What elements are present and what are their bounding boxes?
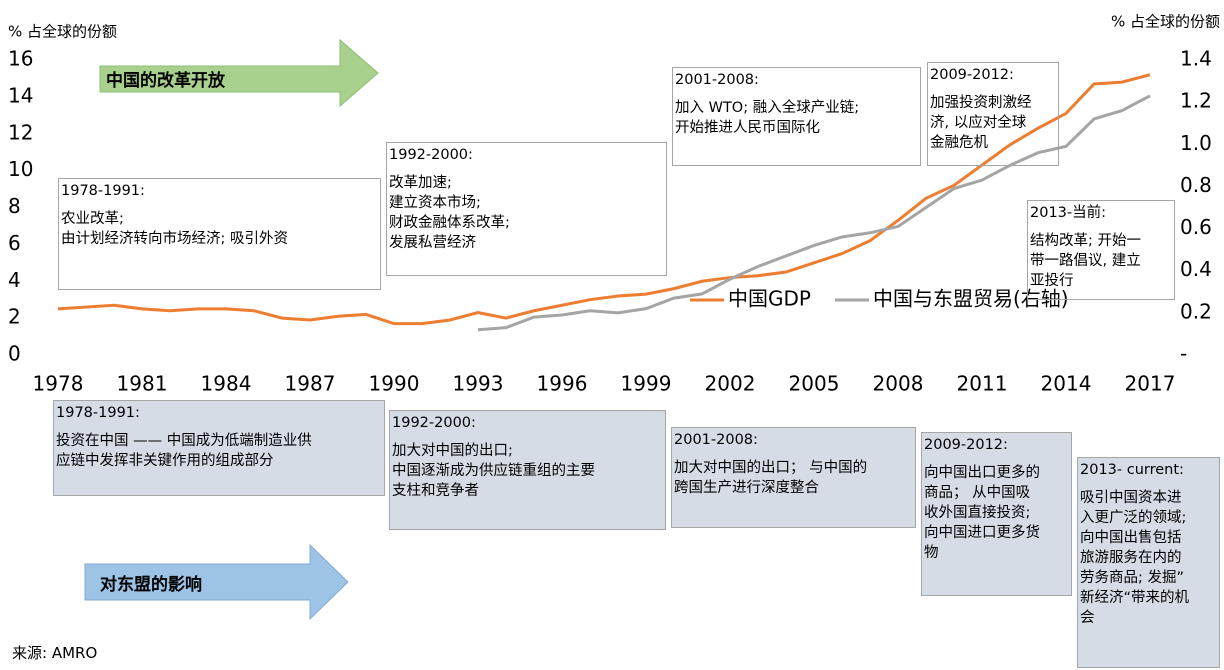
box-text: 财政金融体系改革; [389, 215, 510, 231]
box-text: 济, 以应对全球 [930, 115, 1027, 131]
box-text: 建立资本市场; [389, 195, 481, 211]
x-tick-label: 1990 [369, 372, 420, 396]
box-text: 收外国直接投资; [924, 505, 1031, 521]
box-text: 物 [924, 545, 939, 561]
box-text: 改革加速; [389, 175, 452, 191]
box-text: 向中国出售包括 [1080, 530, 1182, 546]
y2-tick-label: 0.8 [1180, 173, 1212, 197]
box-text: 农业改革; [61, 211, 124, 227]
box-title: 2013-当前: [1030, 205, 1107, 221]
box-text: 金融危机 [930, 135, 988, 151]
x-tick-label: 2017 [1125, 372, 1176, 396]
y2-tick-label: 1.2 [1180, 89, 1212, 113]
reform-box: 1978-1991: 农业改革; 由计划经济转向市场经济; 吸引外资 [58, 178, 381, 290]
x-tick-label: 2011 [957, 372, 1008, 396]
y2-tick-label: 1.4 [1180, 47, 1212, 71]
y2-tick-label: 0.6 [1180, 215, 1212, 239]
source: 来源: AMRO [12, 644, 98, 662]
box-title: 2009-2012: [924, 437, 1008, 453]
box-text: 加入 WTO; 融入全球产业链; [675, 100, 860, 116]
y-tick-label: 8 [8, 194, 21, 218]
box-text: 会 [1080, 610, 1095, 626]
y-tick-label: 12 [8, 120, 33, 144]
box-text: 支柱和竞争者 [392, 483, 479, 499]
box-title: 1978-1991: [56, 405, 140, 421]
box-text: 加大对中国的出口； 与中国的 [674, 460, 868, 476]
box-text: 结构改革; 开始一 [1030, 233, 1141, 249]
x-tick-label: 2002 [705, 372, 756, 396]
box-title: 2013- current: [1080, 462, 1184, 478]
y2-tick-label: 0.4 [1180, 257, 1212, 281]
box-text: 吸引中国资本进 [1080, 490, 1182, 506]
x-tick-label: 1996 [537, 372, 588, 396]
x-tick-label: 2014 [1041, 372, 1092, 396]
y2-tick-label: 0.2 [1180, 299, 1212, 323]
x-tick-label: 1981 [117, 372, 168, 396]
box-text: 入更广泛的领域; [1080, 510, 1187, 526]
box-text: 由计划经济转向市场经济; 吸引外资 [61, 231, 288, 247]
impact-box: 2013- current: 吸引中国资本进 入更广泛的领域; 向中国出售包括 旅游服务… [1077, 457, 1220, 668]
legend-label: 中国与东盟贸易(右轴) [873, 287, 1069, 311]
reform-box: 1992-2000: 改革加速; 建立资本市场; 财政金融体系改革; 发展私营经济 [386, 142, 667, 276]
y-tick-label: 4 [8, 268, 21, 292]
reform-arrow [99, 38, 379, 108]
box-text: 开始推进人民币国际化 [675, 120, 820, 136]
box-text: 向中国出口更多的 [924, 465, 1040, 481]
box-text: 投资在中国 —— 中国成为低端制造业供 [56, 433, 312, 449]
reform-box: 2009-2012: 加强投资刺激经 济, 以应对全球 金融危机 [927, 62, 1059, 166]
x-tick-label: 1987 [285, 372, 336, 396]
impact-box: 1992-2000: 加大对中国的出口; 中国逐渐成为供应链重组的主要 支柱和竞争者 [389, 410, 666, 530]
impact-box: 1978-1991: 投资在中国 —— 中国成为低端制造业供 应链中发挥非关键作用的… [53, 400, 385, 496]
legend-label: 中国GDP [728, 287, 811, 311]
x-tick-label: 1978 [33, 372, 84, 396]
reform-arrow-label: 中国的改革开放 [106, 71, 225, 91]
box-text: 亚投行 [1030, 273, 1074, 289]
impact-box: 2009-2012: 向中国出口更多的 商品； 从中国吸 收外国直接投资; 向中国进口更… [921, 432, 1072, 596]
y-axis-label: % 占全球的份额 [8, 23, 117, 41]
box-text: 加大对中国的出口; [392, 443, 513, 459]
y-tick-label: 0 [8, 342, 21, 366]
box-text: 新经济“带来的机 [1080, 590, 1190, 606]
box-text: 加强投资刺激经 [930, 95, 1032, 111]
impact-arrow-label: 对东盟的影响 [100, 575, 202, 595]
box-text: 应链中发挥非关键作用的组成部分 [56, 453, 274, 469]
y2-tick-label: 1.0 [1180, 131, 1212, 155]
box-text: 商品； 从中国吸 [924, 485, 1031, 501]
series-line [57, 73, 1151, 326]
box-title: 1992-2000: [392, 415, 476, 431]
y-tick-label: 10 [8, 157, 33, 181]
box-text: 旅游服务在内的 [1080, 550, 1182, 566]
box-text: 中国逐渐成为供应链重组的主要 [392, 463, 595, 479]
x-tick-label: 2005 [789, 372, 840, 396]
y-tick-label: 14 [8, 83, 33, 107]
box-text: 发展私营经济 [389, 235, 476, 251]
box-text: 向中国进口更多货 [924, 525, 1040, 541]
reform-box: 2013-当前: 结构改革; 开始一 带一路倡议, 建立 亚投行 [1027, 200, 1175, 300]
y-tick-label: 16 [8, 47, 33, 71]
x-tick-label: 1984 [201, 372, 252, 396]
box-title: 1992-2000: [389, 147, 473, 163]
x-tick-label: 1993 [453, 372, 504, 396]
series-line [477, 94, 1151, 332]
y-tick-label: 2 [8, 305, 21, 329]
x-tick-label: 2008 [873, 372, 924, 396]
box-title: 2001-2008: [675, 72, 759, 88]
reform-box: 2001-2008: 加入 WTO; 融入全球产业链; 开始推进人民币国际化 [672, 67, 921, 166]
box-text: 跨国生产进行深度整合 [674, 480, 819, 496]
box-text: 带一路倡议, 建立 [1030, 253, 1141, 269]
x-tick-label: 1999 [621, 372, 672, 396]
y2-axis-label: % 占全球的份额 [1111, 13, 1220, 31]
box-title: 1978-1991: [61, 183, 145, 199]
box-title: 2009-2012: [930, 67, 1014, 83]
y2-tick-label: - [1180, 342, 1187, 366]
impact-box: 2001-2008: 加大对中国的出口； 与中国的 跨国生产进行深度整合 [671, 427, 916, 528]
y-tick-label: 6 [8, 231, 21, 255]
box-title: 2001-2008: [674, 432, 758, 448]
box-text: 劳务商品; 发掘” [1080, 570, 1185, 586]
impact-arrow [84, 543, 349, 621]
